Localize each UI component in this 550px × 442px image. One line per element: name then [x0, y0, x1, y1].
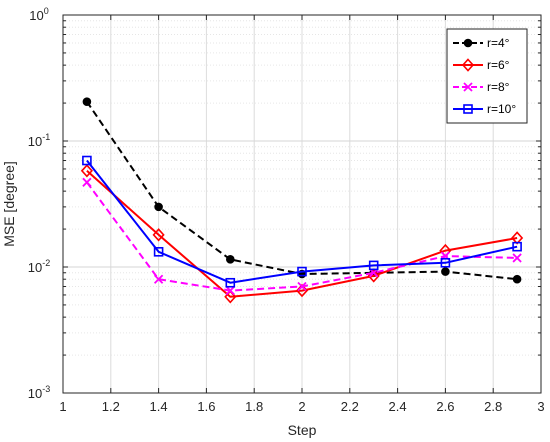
legend-entry-1: r=4°: [453, 36, 510, 50]
x-tick-label: 1.6: [197, 399, 215, 414]
y-tick-label: 10-1: [28, 132, 50, 149]
data-point: [368, 260, 379, 271]
x-tick-label: 1.4: [150, 399, 168, 414]
x-tick-label: 1: [59, 399, 66, 414]
data-point: [153, 274, 164, 284]
legend: r=4° r=6° r=8° r=10°: [446, 28, 528, 124]
data-point: [82, 155, 92, 166]
series-4: [82, 155, 522, 288]
data-point: [512, 241, 522, 252]
data-point: [440, 257, 451, 268]
legend-marker: [461, 58, 475, 72]
legend-marker: [463, 38, 473, 48]
y-tick-label: 10-3: [28, 384, 50, 401]
x-tick-label: 2.8: [484, 399, 502, 414]
data-point: [152, 228, 165, 242]
axis-ticks: 1 1.2 1.4 1.6 1.8 2 2.2 2.4 2.6 2.8 3 100 10-1 10-2 10…: [28, 6, 545, 414]
legend-label: r=10°: [487, 102, 516, 116]
x-tick-label: 2.2: [341, 399, 359, 414]
data-point: [225, 277, 236, 288]
series-3: [82, 177, 522, 296]
x-tick-label: 1.8: [245, 399, 263, 414]
data-point: [226, 255, 235, 264]
legend-label: r=6°: [487, 58, 510, 72]
data-point: [82, 177, 92, 187]
x-tick-label: 2.4: [389, 399, 407, 414]
data-point: [297, 266, 307, 277]
y-tick-label: 10-2: [28, 258, 50, 275]
y-axis-label: MSE [degree]: [1, 161, 17, 247]
legend-entry-2: r=6°: [453, 58, 510, 72]
y-tick-label: 100: [29, 6, 48, 23]
data-point: [153, 247, 164, 257]
legend-entry-3: r=8°: [453, 80, 510, 94]
data-point: [512, 253, 522, 263]
data-point: [441, 267, 450, 276]
legend-label: r=8°: [487, 80, 510, 94]
data-point: [82, 97, 92, 107]
x-tick-label: 2: [298, 399, 305, 414]
x-tick-label: 3: [537, 399, 544, 414]
x-axis-label: Step: [288, 422, 317, 438]
legend-box: [446, 28, 528, 124]
x-tick-label: 1.2: [102, 399, 120, 414]
data-point: [80, 164, 93, 178]
data-point: [297, 281, 307, 292]
series-line: [86, 159, 518, 284]
data-point: [225, 285, 235, 296]
data-point: [154, 202, 163, 212]
x-tick-label: 2.6: [436, 399, 454, 414]
legend-label: r=4°: [487, 36, 510, 50]
legend-marker: [463, 82, 473, 92]
legend-marker: [463, 104, 473, 114]
series-line: [86, 170, 518, 298]
data-point: [512, 274, 522, 284]
series-layer: [80, 97, 524, 304]
legend-entry-4: r=10°: [453, 102, 516, 116]
